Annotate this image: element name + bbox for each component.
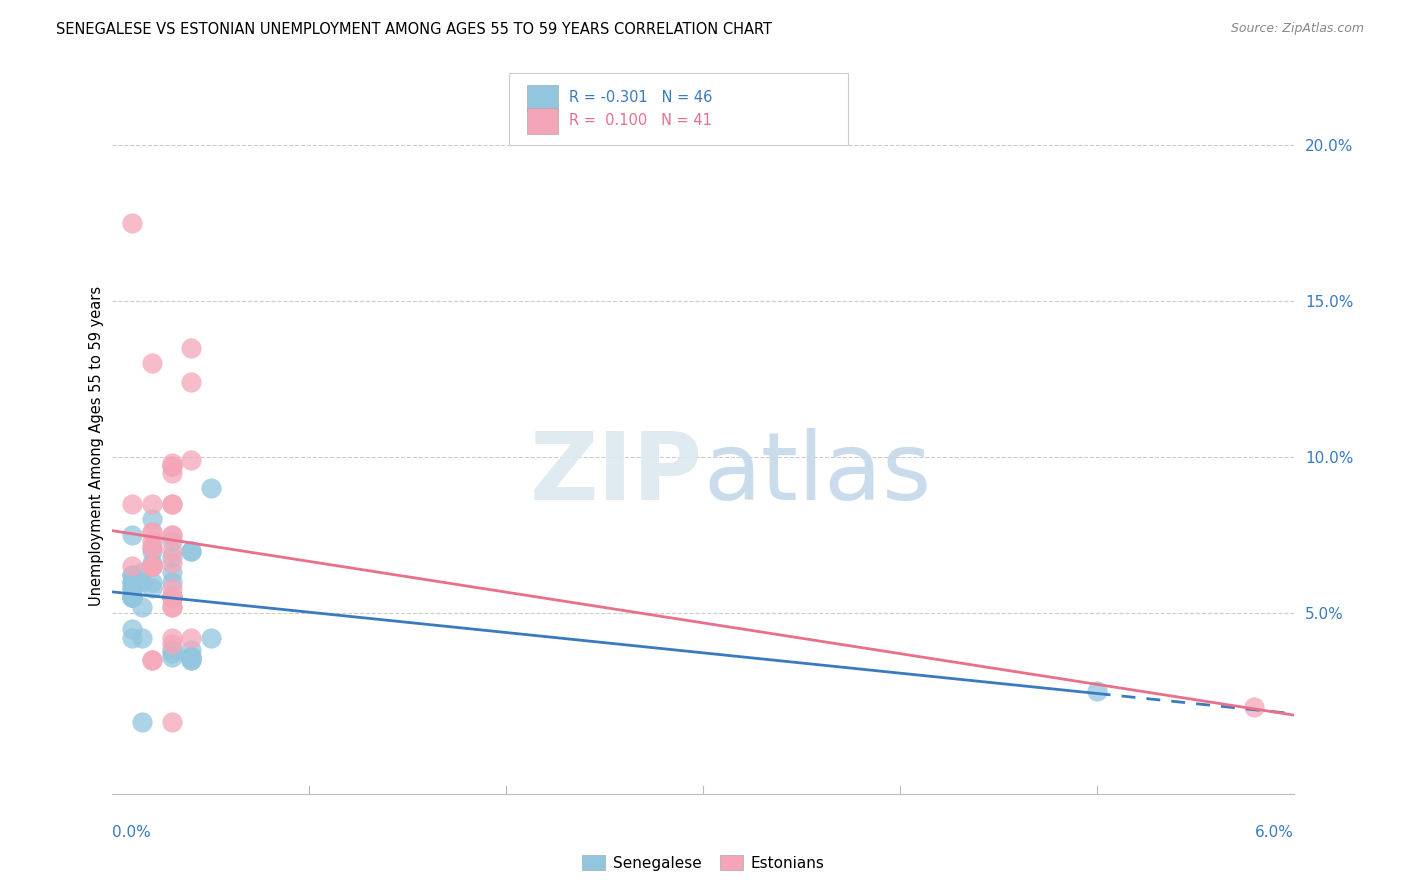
Text: R = -0.301   N = 46: R = -0.301 N = 46 (569, 90, 713, 105)
Point (131, 566, 153, 580)
Point (160, 566, 183, 580)
Point (160, 574, 183, 589)
Point (121, 591, 143, 605)
Point (180, 653, 202, 667)
Point (160, 631, 183, 645)
Point (121, 591, 143, 605)
Point (141, 356, 163, 370)
Point (180, 649, 202, 664)
Point (141, 653, 163, 667)
Point (180, 643, 202, 657)
Text: R =  0.100   N = 41: R = 0.100 N = 41 (569, 113, 713, 128)
Point (160, 459, 183, 474)
Point (160, 591, 183, 605)
Point (141, 534, 163, 549)
Point (141, 524, 163, 539)
Point (141, 497, 163, 511)
Point (180, 543, 202, 558)
Point (141, 543, 163, 558)
Point (160, 581, 183, 595)
Point (160, 643, 183, 657)
Point (200, 631, 222, 645)
Point (121, 574, 143, 589)
Y-axis label: Unemployment Among Ages 55 to 59 years: Unemployment Among Ages 55 to 59 years (89, 286, 104, 606)
Point (121, 574, 143, 589)
Point (121, 591, 143, 605)
Point (141, 653, 163, 667)
Point (121, 622, 143, 636)
Point (160, 591, 183, 605)
Point (141, 512, 163, 526)
Point (160, 459, 183, 474)
Point (121, 559, 143, 574)
Text: atlas: atlas (703, 428, 931, 520)
Point (121, 591, 143, 605)
Point (160, 599, 183, 614)
Legend: Senegalese, Estonians: Senegalese, Estonians (576, 848, 830, 877)
Point (160, 649, 183, 664)
Point (131, 599, 153, 614)
Point (141, 574, 163, 589)
Point (180, 341, 202, 355)
Point (121, 581, 143, 595)
Point (121, 591, 143, 605)
Point (160, 599, 183, 614)
Point (121, 631, 143, 645)
Point (160, 591, 183, 605)
Point (131, 715, 153, 730)
Point (160, 556, 183, 570)
Point (160, 543, 183, 558)
Point (1085, 684, 1108, 698)
Point (160, 591, 183, 605)
Point (1243, 699, 1265, 714)
Point (180, 653, 202, 667)
Text: Source: ZipAtlas.com: Source: ZipAtlas.com (1230, 22, 1364, 36)
Point (160, 637, 183, 651)
Point (121, 581, 143, 595)
Point (180, 649, 202, 664)
Point (160, 591, 183, 605)
Point (141, 559, 163, 574)
Point (160, 528, 183, 542)
Point (141, 559, 163, 574)
Point (160, 497, 183, 511)
Point (121, 497, 143, 511)
Point (160, 715, 183, 730)
Point (180, 543, 202, 558)
Point (141, 559, 163, 574)
Point (121, 528, 143, 542)
Point (180, 631, 202, 645)
Point (160, 497, 183, 511)
Point (121, 216, 143, 230)
Point (141, 541, 163, 555)
Point (160, 456, 183, 470)
Point (141, 524, 163, 539)
Point (160, 466, 183, 480)
Point (121, 568, 143, 582)
Point (141, 559, 163, 574)
Point (160, 528, 183, 542)
Text: ZIP: ZIP (530, 428, 703, 520)
Point (160, 534, 183, 549)
Text: SENEGALESE VS ESTONIAN UNEMPLOYMENT AMONG AGES 55 TO 59 YEARS CORRELATION CHART: SENEGALESE VS ESTONIAN UNEMPLOYMENT AMON… (56, 22, 772, 37)
Point (141, 581, 163, 595)
Point (180, 375, 202, 389)
Point (121, 568, 143, 582)
Point (160, 591, 183, 605)
Point (131, 574, 153, 589)
Point (141, 541, 163, 555)
Point (141, 556, 163, 570)
Point (131, 631, 153, 645)
Point (180, 453, 202, 467)
Point (160, 591, 183, 605)
Point (200, 481, 222, 495)
Point (160, 549, 183, 564)
Point (160, 591, 183, 605)
Point (160, 647, 183, 661)
Text: 6.0%: 6.0% (1254, 825, 1294, 840)
Text: 0.0%: 0.0% (112, 825, 152, 840)
Point (141, 559, 163, 574)
